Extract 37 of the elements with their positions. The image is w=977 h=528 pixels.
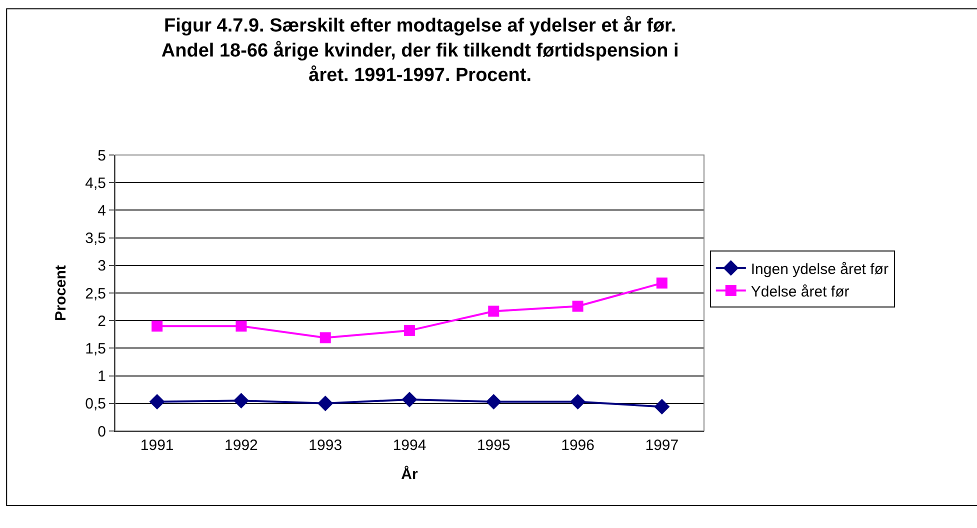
- point: [488, 306, 500, 317]
- y-tick-label: 4,5: [85, 174, 106, 192]
- point: [572, 300, 584, 312]
- y-tick-label: 5: [98, 147, 106, 164]
- y-tick-label: 2,5: [85, 285, 106, 302]
- point: [149, 394, 165, 410]
- x-tick-label: 1997: [645, 437, 679, 454]
- x-axis-title: År: [401, 465, 418, 483]
- point: [236, 320, 247, 332]
- y-tick-label: 0: [98, 423, 106, 440]
- point: [654, 398, 670, 415]
- y-tick-label: 4: [98, 202, 106, 220]
- y-tick-label: 3: [98, 258, 106, 275]
- y-axis-title: Procent: [52, 265, 70, 321]
- x-tick-label: 1992: [224, 437, 258, 454]
- point: [402, 392, 418, 408]
- y-tick-label: 3,5: [85, 230, 106, 248]
- x-tick-label: 1996: [561, 437, 594, 454]
- legend-label: Ydelse året før: [750, 283, 850, 300]
- y-tick-label: 0,5: [85, 396, 106, 413]
- point: [152, 320, 163, 332]
- point: [320, 332, 331, 344]
- x-tick-label: 1991: [140, 437, 174, 454]
- x-tick-label: 1995: [476, 437, 510, 454]
- legend-label: Ingen ydelse året før: [750, 260, 888, 278]
- point: [318, 396, 334, 412]
- point: [486, 394, 502, 410]
- y-tick-label: 1: [98, 368, 106, 386]
- point: [656, 278, 668, 289]
- point: [233, 392, 250, 408]
- point: [570, 394, 586, 410]
- y-tick-label: 1,5: [85, 340, 106, 358]
- chart-title: Figur 4.7.9. Særskilt efter modtagelse af ydelser et år før. Andel 18-66 årige kvinder, der fik tilkendt førtidspension i året. 1991-1997. Procent.: [161, 16, 679, 86]
- y-tick-label: 2: [98, 312, 106, 330]
- x-tick-label: 1994: [392, 437, 426, 454]
- x-tick-label: 1993: [308, 437, 342, 454]
- point: [404, 325, 415, 336]
